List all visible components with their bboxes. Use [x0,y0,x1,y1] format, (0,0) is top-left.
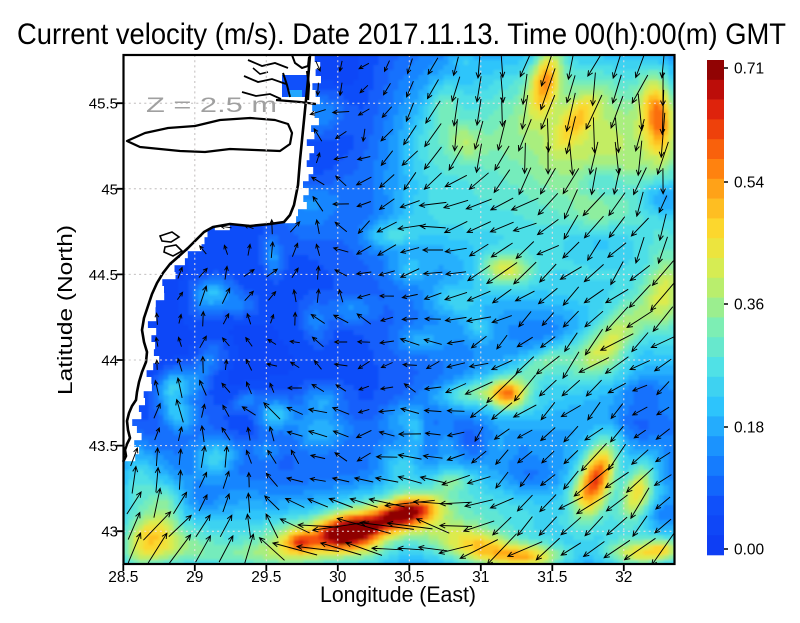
svg-text:Longitude (East): Longitude (East) [320,582,476,607]
svg-text:29: 29 [186,569,203,586]
svg-text:44.5: 44.5 [89,267,118,284]
svg-text:45: 45 [101,182,118,199]
svg-text:0.71: 0.71 [734,60,764,77]
svg-text:44: 44 [101,353,118,370]
svg-text:31: 31 [472,569,489,586]
svg-text:43.5: 43.5 [89,438,118,455]
svg-text:32: 32 [615,569,632,586]
svg-text:30.5: 30.5 [394,569,424,586]
svg-text:0.00: 0.00 [734,541,765,558]
svg-text:29.5: 29.5 [251,569,281,586]
svg-text:0.36: 0.36 [734,296,764,313]
svg-text:45.5: 45.5 [89,95,118,112]
svg-text:43: 43 [101,523,118,540]
svg-text:31.5: 31.5 [537,569,567,586]
svg-text:Z = 2.5 m: Z = 2.5 m [146,94,277,117]
svg-text:Current velocity (m/s). Date 2: Current velocity (m/s). Date 2017.11.13.… [17,18,786,51]
svg-text:28.5: 28.5 [108,569,138,586]
svg-text:0.18: 0.18 [734,419,764,436]
svg-text:30: 30 [329,569,347,586]
svg-text:Latitude (North): Latitude (North) [55,225,77,395]
svg-text:0.54: 0.54 [734,174,765,191]
